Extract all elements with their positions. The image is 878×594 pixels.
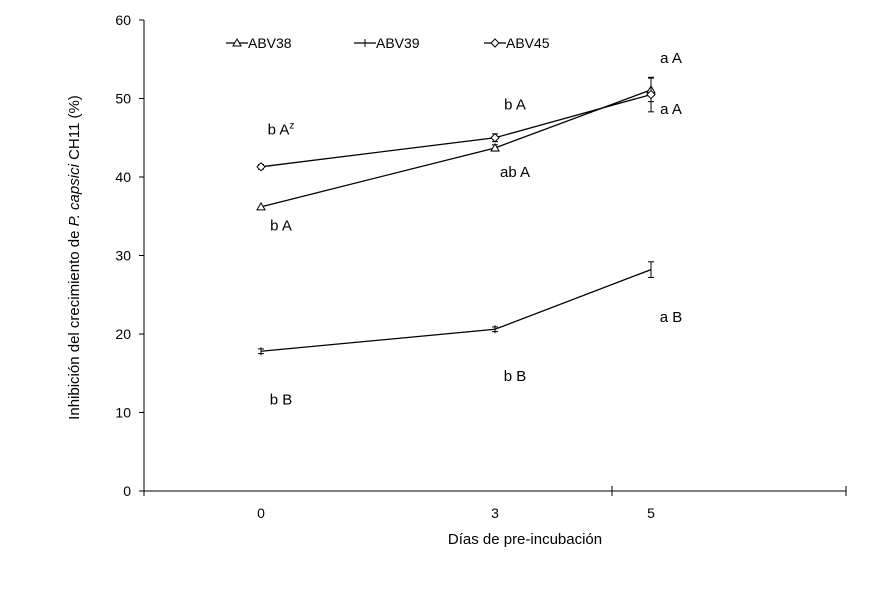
y-axis-title-italic: P. capsici <box>66 163 83 226</box>
series-abv38 <box>256 77 656 211</box>
y-tick-label: 0 <box>123 483 131 499</box>
significance-label: b A <box>504 96 526 113</box>
axes: 0 10 20 30 40 50 60 0 3 5 Días de pre-incubación In… <box>66 12 847 548</box>
legend-label: ABV38 <box>248 35 292 51</box>
legend-label: ABV39 <box>376 35 420 51</box>
data-point <box>490 133 500 143</box>
significance-label-text: b A <box>270 217 292 234</box>
significance-label-text: b A <box>268 122 290 139</box>
series-line <box>260 93 652 168</box>
data-point <box>490 142 500 152</box>
legend-item-abv45: ABV45 <box>484 35 550 51</box>
legend-item-abv39: ABV39 <box>354 35 420 51</box>
series-abv45 <box>256 76 656 172</box>
significance-label-text: a B <box>660 309 683 326</box>
y-tick-label: 20 <box>115 326 131 342</box>
significance-label-text: b B <box>504 368 527 385</box>
legend: ABV38 ABV39 ABV45 <box>226 35 550 51</box>
significance-label-text: b B <box>270 392 293 409</box>
series-group <box>256 76 656 356</box>
significance-label: a A <box>660 101 682 118</box>
y-axis-title: Inhibición del crecimiento de P. capsici… <box>66 95 83 420</box>
series-line <box>260 89 652 208</box>
significance-label: b B <box>270 392 293 409</box>
x-axis-title: Días de pre-incubación <box>448 531 602 548</box>
y-tick-label: 50 <box>115 91 131 107</box>
data-point <box>256 162 266 172</box>
y-axis-title-suffix: CH11 (%) <box>66 95 83 164</box>
significance-label: a A <box>660 50 682 67</box>
significance-label-text: b A <box>504 96 526 113</box>
y-tick-label: 60 <box>115 12 131 28</box>
y-tick-label: 30 <box>115 248 131 264</box>
y-axis-title-prefix: Inhibición del crecimiento de <box>66 226 83 419</box>
data-point <box>646 89 656 100</box>
significance-label-sup: z <box>289 121 294 132</box>
x-tick-label: 0 <box>257 505 265 521</box>
significance-label: b Az <box>268 121 295 139</box>
series-line <box>260 269 652 352</box>
legend-marker <box>232 37 242 47</box>
significance-label: ab A <box>500 164 530 181</box>
annotations-group: b Azb Ab Bb Aab Ab Ba Aa Aa B <box>268 50 683 408</box>
significance-label: a B <box>660 309 683 326</box>
significance-label-text: a A <box>660 50 682 67</box>
significance-label-text: a A <box>660 101 682 118</box>
legend-label: ABV45 <box>506 35 550 51</box>
legend-item-abv38: ABV38 <box>226 35 292 51</box>
x-tick-label: 3 <box>491 505 499 521</box>
legend-marker <box>490 38 500 48</box>
significance-label-text: ab A <box>500 164 530 181</box>
significance-label: b B <box>504 368 527 385</box>
series-abv39 <box>258 261 654 356</box>
significance-label: b A <box>270 217 292 234</box>
y-tick-label: 40 <box>115 169 131 185</box>
y-tick-label: 10 <box>115 405 131 421</box>
x-tick-label: 5 <box>647 505 655 521</box>
data-point <box>256 201 266 211</box>
